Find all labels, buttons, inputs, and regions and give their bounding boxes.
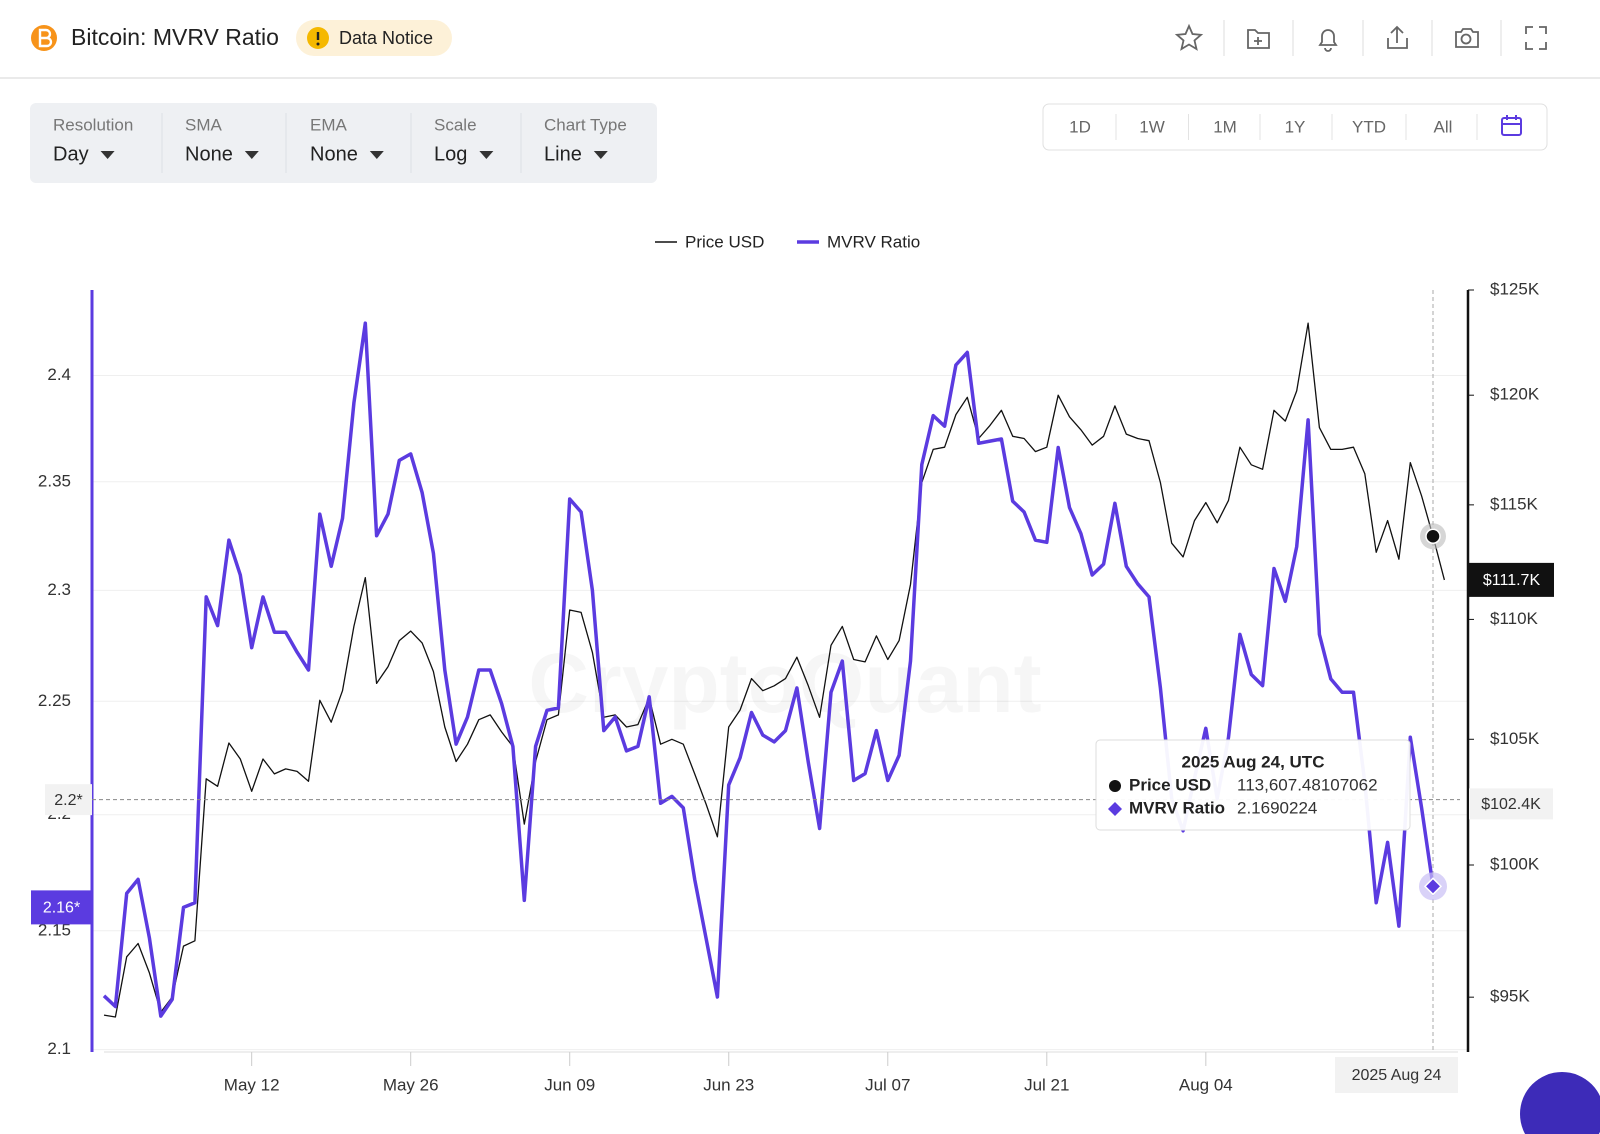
series-line bbox=[103, 322, 1446, 1018]
tooltip-swatch bbox=[1109, 780, 1121, 792]
y-tick-label: 2.15 bbox=[38, 920, 71, 939]
y-tick-label: 2.25 bbox=[38, 691, 71, 710]
control-label: SMA bbox=[185, 115, 223, 134]
control-label: EMA bbox=[310, 115, 348, 134]
dropdown-caret[interactable] bbox=[593, 151, 608, 159]
page-title: Bitcoin: MVRV Ratio bbox=[71, 24, 279, 50]
x-tick-label: May 26 bbox=[383, 1075, 439, 1094]
crosshair-y-label: 2.2* bbox=[54, 792, 82, 809]
y-tick-label: 2.1 bbox=[47, 1039, 71, 1058]
y2-tick-label: $120K bbox=[1490, 385, 1540, 404]
dropdown-caret[interactable] bbox=[244, 151, 259, 159]
x-tick-label: Aug 04 bbox=[1179, 1075, 1233, 1094]
x-tick-label: May 12 bbox=[224, 1075, 280, 1094]
x-tick-label: Jun 23 bbox=[703, 1075, 754, 1094]
x-tick-label: Jun 09 bbox=[544, 1075, 595, 1094]
controls: Resolution Day SMA None EMA None Scale Log Chart… bbox=[53, 115, 627, 165]
dropdown-caret[interactable] bbox=[369, 151, 384, 159]
crosshair-x-label-bg bbox=[1335, 1057, 1458, 1093]
fullscreen-icon[interactable] bbox=[1525, 26, 1547, 50]
last-y-label-bg bbox=[31, 890, 92, 925]
controls-panel bbox=[30, 103, 657, 183]
legend-label: MVRV Ratio bbox=[827, 232, 920, 251]
crosshair-y2-label-bg bbox=[1469, 788, 1553, 820]
dropdown-caret[interactable] bbox=[479, 151, 494, 159]
tooltip-name: Price USD bbox=[1129, 775, 1211, 794]
y2-tick-label: $125K bbox=[1490, 279, 1540, 298]
control-value[interactable]: Day bbox=[53, 143, 89, 165]
tooltip-name: MVRV Ratio bbox=[1129, 798, 1225, 817]
x-tick-label: Jul 07 bbox=[865, 1075, 910, 1094]
last-y2-label: $111.7K bbox=[1483, 572, 1541, 589]
y2-tick-label: $95K bbox=[1490, 987, 1530, 1006]
notice-text[interactable]: Data Notice bbox=[339, 28, 433, 48]
ranges: 1D 1W 1M 1Y YTD All bbox=[1069, 114, 1478, 140]
folder-icon[interactable] bbox=[1247, 29, 1270, 49]
toolbar-icons bbox=[1174, 23, 1547, 52]
control-separators bbox=[161, 113, 522, 173]
bell-icon[interactable] bbox=[1318, 29, 1338, 52]
tooltip-title: 2025 Aug 24, UTC bbox=[1182, 752, 1325, 771]
last-y-label: 2.16* bbox=[43, 900, 80, 917]
crosshair-y2-label: $102.4K bbox=[1481, 796, 1541, 813]
range-button[interactable]: 1M bbox=[1213, 117, 1237, 136]
dropdown-caret[interactable] bbox=[100, 151, 115, 159]
camera-lens bbox=[1460, 33, 1472, 45]
crosshair-y-label-bg bbox=[45, 784, 92, 816]
camera-icon[interactable] bbox=[1455, 28, 1479, 48]
tooltip-swatch bbox=[1108, 802, 1122, 816]
star-icon[interactable] bbox=[1174, 23, 1204, 51]
tooltip-value: 2.1690224 bbox=[1237, 798, 1317, 817]
point-marker bbox=[1423, 877, 1443, 896]
chat-button[interactable] bbox=[1520, 1072, 1600, 1134]
point-marker bbox=[1425, 528, 1441, 545]
share-icon[interactable] bbox=[1387, 25, 1408, 49]
y2-tick-label: $115K bbox=[1490, 494, 1539, 513]
toolbar-separators bbox=[1223, 20, 1502, 56]
range-button[interactable]: 1Y bbox=[1285, 117, 1306, 136]
y2-tick-label: $100K bbox=[1490, 854, 1540, 873]
watermark: CryptoQuant bbox=[528, 636, 1041, 730]
range-button[interactable]: All bbox=[1434, 117, 1453, 136]
y-tick-label: 2.4 bbox=[47, 365, 71, 384]
bitcoin-glyph bbox=[38, 28, 53, 48]
calendar-icon[interactable] bbox=[1501, 115, 1522, 136]
tooltip-value: 113,607.48107062 bbox=[1237, 775, 1378, 794]
notice-icon-dot bbox=[316, 42, 320, 46]
control-value[interactable]: None bbox=[185, 143, 233, 165]
tooltip-box bbox=[1095, 739, 1411, 831]
control-label: Chart Type bbox=[544, 115, 627, 134]
y2-tick-label: $110K bbox=[1490, 609, 1539, 628]
range-button[interactable]: 1W bbox=[1139, 117, 1165, 136]
notice-pill[interactable] bbox=[296, 20, 452, 56]
control-label: Scale bbox=[434, 115, 477, 134]
control-label: Resolution bbox=[53, 115, 133, 134]
range-panel bbox=[1042, 103, 1548, 151]
control-value[interactable]: None bbox=[310, 143, 358, 165]
range-button[interactable]: YTD bbox=[1352, 117, 1386, 136]
range-button[interactable]: 1D bbox=[1069, 117, 1091, 136]
legend-label: Price USD bbox=[685, 232, 764, 251]
y2-tick-label: $105K bbox=[1490, 729, 1540, 748]
x-tick-label: Jul 21 bbox=[1024, 1075, 1069, 1094]
last-y2-label-bg bbox=[1469, 562, 1554, 597]
control-value[interactable]: Line bbox=[544, 143, 582, 165]
control-value[interactable]: Log bbox=[434, 143, 467, 165]
y-tick-label: 2.35 bbox=[38, 471, 71, 490]
y-tick-label: 2.3 bbox=[47, 580, 71, 599]
crosshair-x-label: 2025 Aug 24 bbox=[1352, 1067, 1442, 1084]
